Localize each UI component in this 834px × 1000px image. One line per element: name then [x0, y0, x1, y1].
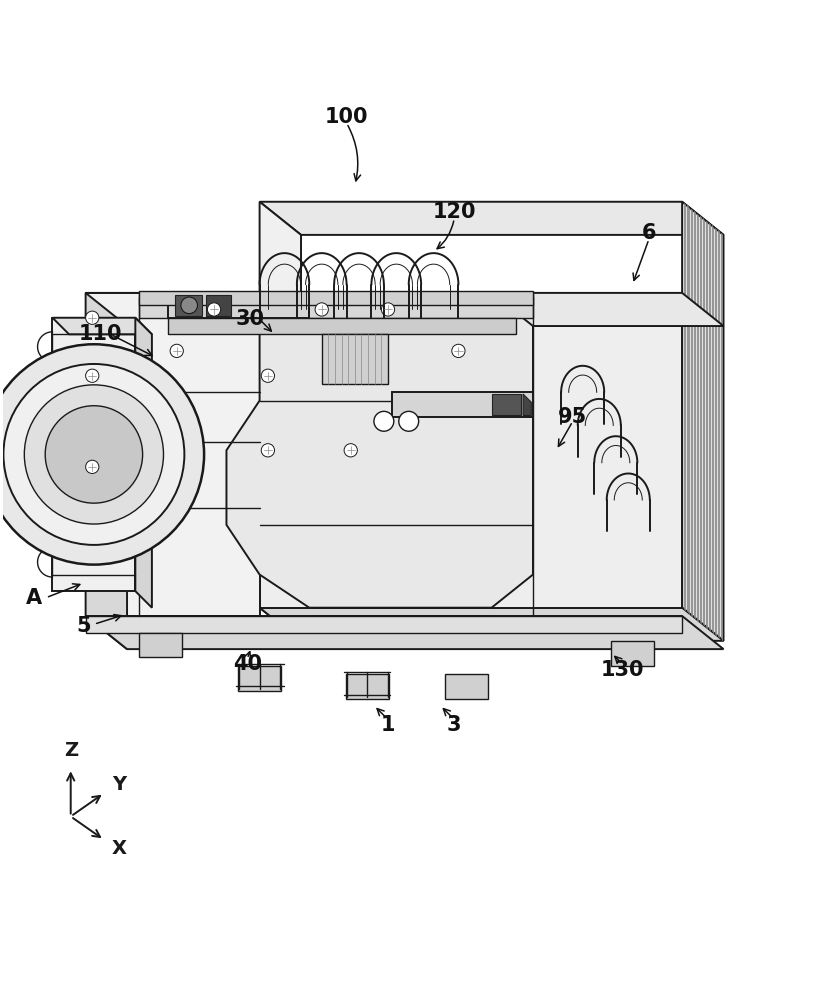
Polygon shape — [86, 293, 259, 616]
Polygon shape — [392, 392, 533, 417]
Circle shape — [3, 364, 184, 545]
Polygon shape — [86, 616, 682, 633]
Polygon shape — [259, 293, 682, 608]
Polygon shape — [682, 202, 724, 641]
Circle shape — [315, 303, 329, 316]
Polygon shape — [259, 608, 724, 641]
Text: 95: 95 — [558, 407, 587, 427]
Text: 5: 5 — [77, 616, 91, 636]
Text: X: X — [112, 839, 127, 858]
Circle shape — [261, 444, 274, 457]
Polygon shape — [139, 297, 533, 318]
Polygon shape — [168, 293, 309, 318]
Polygon shape — [259, 202, 301, 641]
Text: 110: 110 — [78, 324, 123, 344]
Polygon shape — [53, 318, 135, 591]
Circle shape — [208, 303, 221, 316]
Text: 100: 100 — [324, 107, 369, 127]
Circle shape — [381, 303, 394, 316]
Text: 120: 120 — [433, 202, 476, 222]
Polygon shape — [227, 293, 533, 608]
Polygon shape — [138, 633, 182, 657]
Text: Z: Z — [63, 741, 78, 760]
Text: 1: 1 — [381, 715, 395, 735]
Text: Y: Y — [112, 775, 126, 794]
Polygon shape — [86, 616, 724, 649]
Polygon shape — [135, 318, 152, 608]
Circle shape — [170, 344, 183, 358]
Polygon shape — [322, 334, 388, 384]
Polygon shape — [346, 674, 389, 699]
Circle shape — [344, 444, 357, 457]
Circle shape — [399, 411, 419, 431]
Circle shape — [45, 406, 143, 503]
Text: 40: 40 — [233, 654, 262, 674]
Polygon shape — [259, 202, 724, 235]
Polygon shape — [139, 291, 533, 305]
Polygon shape — [445, 674, 488, 699]
Polygon shape — [86, 293, 724, 326]
Polygon shape — [86, 293, 127, 649]
Text: A: A — [26, 588, 43, 608]
Polygon shape — [175, 295, 202, 316]
Circle shape — [86, 460, 99, 473]
Circle shape — [452, 344, 465, 358]
Circle shape — [261, 369, 274, 382]
Circle shape — [0, 344, 204, 565]
Polygon shape — [206, 295, 230, 316]
Polygon shape — [491, 394, 520, 415]
Polygon shape — [53, 318, 152, 334]
Text: 30: 30 — [235, 309, 264, 329]
Polygon shape — [238, 666, 281, 691]
Text: 3: 3 — [447, 715, 461, 735]
Circle shape — [24, 385, 163, 524]
Polygon shape — [168, 318, 516, 334]
Polygon shape — [610, 641, 654, 666]
Circle shape — [374, 411, 394, 431]
Circle shape — [181, 297, 198, 314]
Text: 130: 130 — [600, 660, 644, 680]
Polygon shape — [523, 394, 531, 415]
Circle shape — [86, 311, 99, 324]
Circle shape — [86, 369, 99, 382]
Text: 6: 6 — [641, 223, 656, 243]
